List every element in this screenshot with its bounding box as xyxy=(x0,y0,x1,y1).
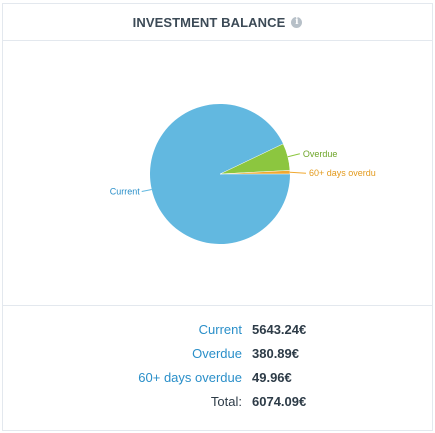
summary-row-overdue: Overdue 380.89€ xyxy=(3,342,432,366)
card-header: INVESTMENT BALANCE i xyxy=(3,4,432,41)
pie-label-60-days-overdue-leader xyxy=(289,171,307,174)
summary-label-total: Total: xyxy=(210,394,242,409)
summary-value-current: 5643.24€ xyxy=(252,322,307,337)
summary-value-overdue: 380.89€ xyxy=(252,346,299,361)
pie-chart-area: Current Overdue 60+ days overdu xyxy=(3,41,432,306)
pie-label-overdue-leader xyxy=(287,153,300,158)
pie-label-current-leader xyxy=(141,188,152,192)
investment-balance-card: INVESTMENT BALANCE i Current Overdue 60+ d… xyxy=(2,3,433,431)
summary-value-total: 6074.09€ xyxy=(252,394,307,409)
summary-row-60-days-overdue: 60+ days overdue 49.96€ xyxy=(3,366,432,390)
summary-label-overdue[interactable]: Overdue xyxy=(192,346,242,361)
info-icon[interactable]: i xyxy=(291,16,303,28)
summary-label-current[interactable]: Current xyxy=(198,322,242,337)
summary-value-60-days-overdue: 49.96€ xyxy=(252,370,292,385)
balance-summary: Current 5643.24€ Overdue 380.89€ 60+ day… xyxy=(3,318,432,414)
pie-label-60-days-overdue: 60+ days overdu xyxy=(309,168,376,178)
summary-row-current: Current 5643.24€ xyxy=(3,318,432,342)
summary-row-total: Total: 6074.09€ xyxy=(3,390,432,414)
summary-label-60-days-overdue[interactable]: 60+ days overdue xyxy=(138,370,242,385)
card-title: INVESTMENT BALANCE xyxy=(132,14,286,30)
pie-label-current: Current xyxy=(110,186,141,196)
pie-chart: Current Overdue 60+ days overdu xyxy=(110,104,376,244)
pie-label-overdue: Overdue xyxy=(303,149,338,159)
